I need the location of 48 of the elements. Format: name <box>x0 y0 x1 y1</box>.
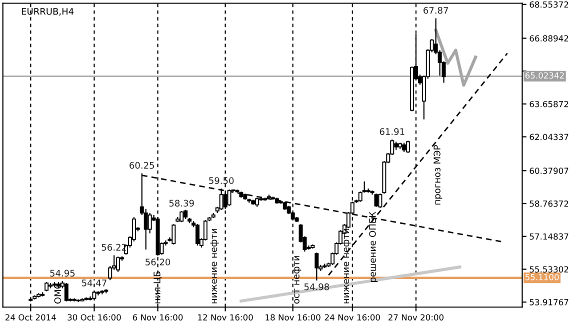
candlestick <box>64 282 68 302</box>
candlestick <box>180 210 184 223</box>
y-tick-label: 66.88942 <box>530 35 568 42</box>
x-tick-label: 12 Nov 16:00 <box>198 314 253 321</box>
annotation: 58.39 <box>169 200 194 207</box>
annotation: ния ЦБ <box>154 271 162 304</box>
annotation: прогноз МЭР <box>434 145 442 205</box>
annotation: 60.25 <box>130 162 154 169</box>
y-tick-label: 57.14837 <box>530 233 568 240</box>
candlestick <box>402 142 406 152</box>
annotation: ост нефти <box>292 256 302 304</box>
x-tick-label: 18 Nov 16:00 <box>266 314 320 321</box>
annotation: решение ОПЕК <box>369 212 378 282</box>
annotation: нижение нефти <box>210 228 219 304</box>
x-tick-label: 27 Nov 20:00 <box>388 314 444 321</box>
x-tick-label: 24 Oct 2014 <box>6 314 56 321</box>
y-tick-label: 68.55372 <box>530 1 568 8</box>
annotation: 54.98 <box>304 283 329 290</box>
annotation: 61.91 <box>380 128 404 135</box>
candlestick <box>219 188 224 210</box>
annotation: 59.50 <box>209 177 234 184</box>
candlestick <box>406 140 410 154</box>
ref-line-label: 55.1100 <box>525 274 559 280</box>
x-tick-label: 30 Oct 16:00 <box>68 314 121 321</box>
candlestick <box>255 197 260 208</box>
chart-title: EURRUB,H4 <box>22 8 74 16</box>
annotation: 56.20 <box>146 258 170 266</box>
y-tick-label: 58.76372 <box>530 200 568 207</box>
y-tick-label: 55.53302 <box>530 266 568 273</box>
candlestick <box>172 224 176 246</box>
candlestick <box>184 209 188 220</box>
candlestick <box>314 252 319 282</box>
candlestick <box>374 193 378 208</box>
ref-line-label: 65.02342 <box>525 72 564 79</box>
y-tick-label: 60.37907 <box>530 168 568 174</box>
x-tick-label: 24 Nov 16:00 <box>324 314 380 321</box>
x-tick-label: 6 Nov 16:00 <box>132 314 183 321</box>
annotation: 54.95 <box>50 270 75 277</box>
y-tick-label: 53.91767 <box>530 299 568 306</box>
annotation: 54.47 <box>82 280 106 286</box>
annotation: 67.87 <box>424 6 448 14</box>
y-tick-label: 62.04337 <box>530 134 568 140</box>
candlestick <box>116 256 120 272</box>
candlestick <box>378 193 382 208</box>
candlestick <box>196 224 200 246</box>
candlestick <box>44 282 49 292</box>
candlestick <box>148 212 152 234</box>
y-tick-label: 63.65872 <box>530 100 568 108</box>
